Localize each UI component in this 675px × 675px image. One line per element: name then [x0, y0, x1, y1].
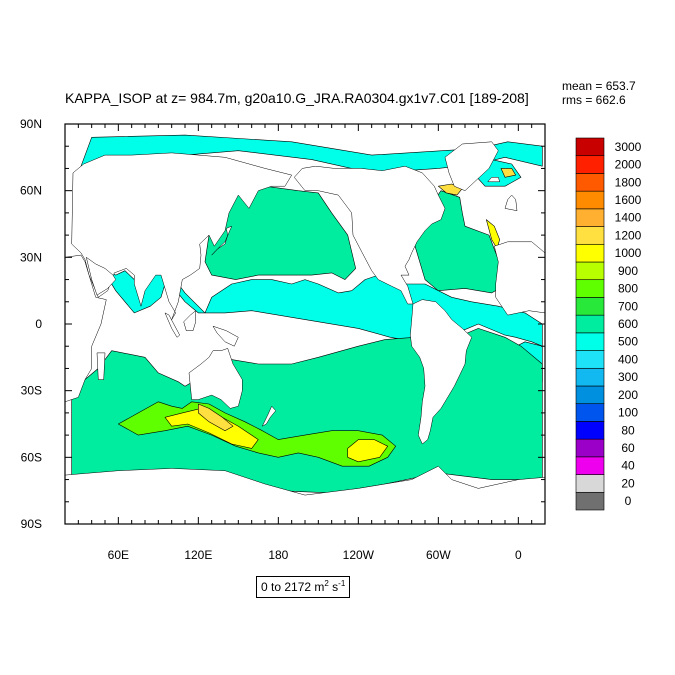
colorbar-swatch-60: [575, 438, 605, 458]
colorbar-label: 60: [621, 441, 635, 455]
colorbar-label: 100: [618, 406, 638, 420]
land-japan: [211, 225, 233, 256]
colorbar-label: 700: [618, 299, 638, 313]
range-m-exponent: 2: [324, 579, 329, 588]
field-region-1: [80, 134, 543, 174]
data-range-label: 0 to 2172 m2 s-1: [256, 576, 351, 598]
colorbar-swatch-800: [575, 279, 605, 298]
colorbar-label: 20: [621, 476, 635, 490]
field-region-10: [347, 439, 389, 463]
x-tick-label: 60E: [108, 548, 129, 562]
land-iceland: [487, 177, 501, 183]
y-axis: 90N 60N 30N 0 30S 60S 90S: [20, 117, 545, 531]
colorbar-swatch-3000: [575, 137, 605, 157]
colorbar-label: 500: [618, 335, 638, 349]
colorbar-label: 1800: [615, 175, 642, 189]
y-tick-label: 90N: [20, 117, 42, 131]
colorbar-label: 1000: [615, 246, 642, 260]
range-s-exponent: -1: [338, 579, 346, 588]
land-greenland: [444, 141, 499, 191]
field-region-11: [485, 219, 501, 249]
field-region-14: [500, 168, 517, 178]
colorbar-swatch-600: [575, 314, 605, 334]
colorbar-label: 80: [621, 423, 635, 437]
colorbar-label: 1400: [615, 211, 642, 225]
land-south-america: [410, 299, 472, 445]
colorbar-swatch-400: [575, 350, 605, 369]
land-australia: [188, 348, 243, 409]
colorbar-swatch-300: [575, 367, 605, 387]
land-north-america: [293, 165, 446, 305]
land-antarctica: [65, 465, 545, 524]
land-sumatra: [164, 312, 181, 338]
colorbar-swatch-80: [575, 421, 605, 440]
y-tick-label: 60S: [21, 450, 42, 464]
land-mask: [65, 141, 545, 524]
y-tick-label: 30S: [21, 384, 42, 398]
land-eurasia: [71, 152, 293, 320]
colorbar-legend: 0 20 40 60 80 100 200 300 400 500 600 700 800 900 1000…: [575, 137, 642, 511]
colorbar-swatch-0: [575, 491, 605, 511]
field-region-9: [164, 408, 259, 449]
colorbar-swatch-1600: [575, 190, 605, 210]
y-tick-label: 0: [35, 317, 42, 331]
colorbar-swatch-1800: [575, 173, 605, 192]
field-region-12: [198, 403, 234, 432]
rms-label: rms = 662.6: [562, 93, 626, 107]
colorbar-label: 200: [618, 388, 638, 402]
land-new-zealand: [261, 405, 277, 427]
colorbar-label: 300: [618, 370, 638, 384]
x-axis: 60E 120E 180 120W 60W 0: [64, 124, 546, 562]
map-plot-area: 60E 120E 180 120W 60W 0 90N 60N 30N 0 30S 60S 90S: [20, 117, 546, 562]
colorbar-swatch-100: [575, 403, 605, 422]
range-unit-s: s: [328, 580, 339, 594]
colorbar-label: 900: [618, 264, 638, 278]
colorbar-label: 800: [618, 282, 638, 296]
colorbar-swatch-200: [575, 385, 605, 405]
x-tick-label: 120W: [343, 548, 375, 562]
colorbar-label: 0: [625, 494, 632, 508]
chart-title: KAPPA_ISOP at z= 984.7m, g20a10.G_JRA.RA…: [65, 90, 529, 106]
x-tick-label: 60W: [426, 548, 451, 562]
colorbar-label: 3000: [615, 140, 642, 154]
colorbar-swatch-1400: [575, 208, 605, 227]
land-british-isles: [504, 194, 518, 212]
colorbar-label: 1200: [615, 228, 642, 242]
range-text: 0 to 2172 m: [261, 580, 325, 594]
colorbar-label: 1600: [615, 193, 642, 207]
colorbar-swatch-700: [575, 297, 605, 316]
colorbar-label: 2000: [615, 158, 642, 172]
y-tick-label: 90S: [21, 517, 42, 531]
land-arabia: [85, 256, 117, 296]
colorbar-swatch-500: [575, 332, 605, 351]
colorbar-label: 40: [621, 459, 635, 473]
colorbar-swatch-20: [575, 474, 605, 493]
x-tick-label: 180: [268, 548, 288, 562]
colorbar-label: 400: [618, 352, 638, 366]
x-tick-label: 0: [515, 548, 522, 562]
land-borneo: [183, 310, 196, 331]
land-africa-east: [65, 254, 107, 403]
y-tick-label: 60N: [20, 184, 42, 198]
colorbar-swatch-1000: [575, 243, 605, 263]
land-new-guinea: [212, 325, 239, 347]
land-madagascar: [96, 352, 106, 380]
y-tick-label: 30N: [20, 250, 42, 264]
x-tick-label: 120E: [184, 548, 212, 562]
colorbar-swatch-1200: [575, 226, 605, 245]
land-africa: [493, 241, 545, 316]
colorbar-swatch-2000: [575, 155, 605, 174]
colorbar-swatch-40: [575, 456, 605, 475]
mean-label: mean = 653.7: [562, 79, 636, 93]
colorbar-label: 600: [618, 317, 638, 331]
colorbar-swatch-900: [575, 261, 605, 281]
